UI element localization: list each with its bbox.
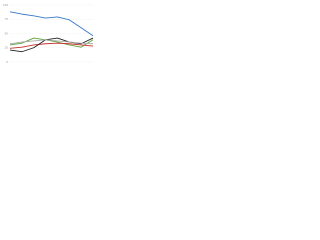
series-line bbox=[9, 42, 94, 49]
page: {"chart_data":{"type":"line", "categorie… bbox=[0, 0, 100, 71]
y-tick-label: 25 bbox=[5, 46, 9, 50]
y-tick-label: 100 bbox=[3, 3, 8, 7]
chart: 0 25 50 75 100 bbox=[3, 3, 94, 64]
series-line bbox=[9, 39, 94, 45]
y-tick-label: 0 bbox=[6, 60, 8, 64]
y-tick-label: 75 bbox=[5, 17, 9, 21]
series-line bbox=[9, 11, 94, 37]
y-tick-label: 50 bbox=[5, 31, 9, 35]
series-line bbox=[9, 37, 94, 53]
series-line bbox=[9, 37, 94, 48]
